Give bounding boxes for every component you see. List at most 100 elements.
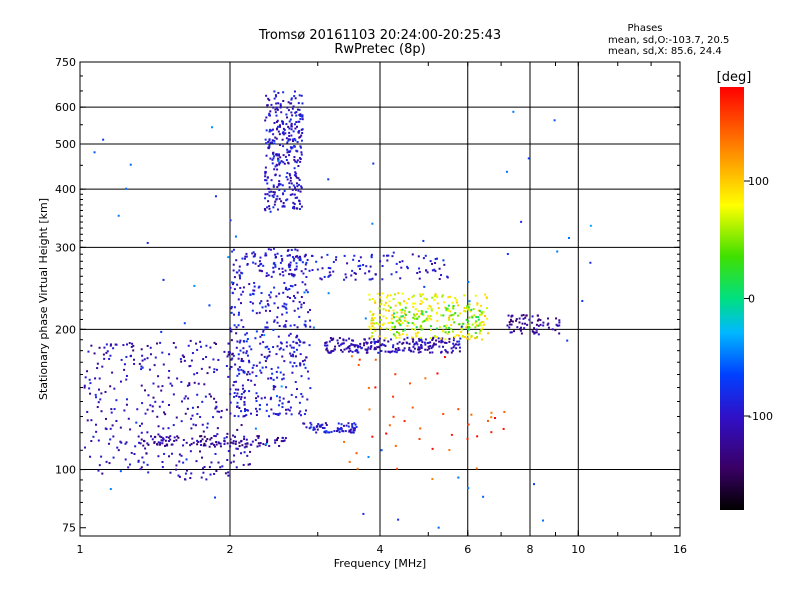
data-point: [294, 97, 297, 100]
data-point: [502, 427, 505, 430]
data-point: [370, 253, 373, 256]
data-point: [339, 428, 342, 431]
data-point: [226, 432, 229, 435]
data-point: [243, 400, 246, 403]
data-point: [96, 405, 99, 408]
data-point: [282, 373, 285, 376]
data-point: [322, 426, 325, 429]
data-point: [467, 423, 470, 426]
data-point: [139, 442, 142, 445]
data-point: [112, 347, 115, 350]
data-point: [240, 319, 243, 322]
data-point: [395, 351, 398, 354]
data-point: [287, 101, 290, 104]
data-point: [272, 196, 275, 199]
data-point: [282, 291, 285, 294]
data-point: [397, 347, 400, 350]
data-point: [274, 173, 277, 176]
data-point: [288, 266, 291, 269]
data-point: [326, 344, 329, 347]
data-point: [88, 387, 91, 390]
data-point: [357, 351, 360, 354]
data-point: [137, 460, 140, 463]
data-point: [372, 319, 375, 322]
phase-stats-heading: Phases: [627, 23, 662, 34]
data-point: [285, 307, 288, 310]
data-point: [283, 360, 286, 363]
data-point: [108, 462, 111, 465]
data-point: [287, 161, 290, 164]
data-point: [164, 439, 167, 442]
data-point: [273, 90, 276, 93]
data-point: [450, 328, 453, 331]
data-point: [537, 318, 540, 321]
data-point: [203, 442, 206, 445]
data-point: [233, 395, 236, 398]
data-point: [357, 265, 360, 268]
data-point: [281, 402, 284, 405]
data-point: [435, 339, 438, 342]
data-point: [179, 358, 182, 361]
data-point: [288, 127, 291, 130]
data-point: [277, 130, 280, 133]
data-point: [299, 255, 302, 258]
data-point: [434, 336, 437, 339]
data-point: [304, 263, 307, 266]
data-point: [434, 343, 437, 346]
data-point: [479, 330, 482, 333]
data-point: [203, 465, 206, 468]
data-point: [291, 146, 294, 149]
data-point: [348, 345, 351, 348]
data-point: [235, 447, 238, 450]
data-point: [279, 183, 282, 186]
data-point: [396, 467, 399, 470]
data-point: [245, 332, 248, 335]
data-point: [316, 428, 319, 431]
data-point: [294, 268, 297, 271]
data-point: [238, 341, 241, 344]
data-point: [266, 438, 269, 441]
data-point: [296, 196, 299, 199]
data-point: [213, 472, 216, 475]
data-point: [242, 286, 245, 289]
data-point: [298, 94, 301, 97]
data-point: [267, 274, 270, 277]
data-point: [268, 207, 271, 210]
data-point: [400, 266, 403, 269]
data-point: [282, 133, 285, 136]
data-point: [291, 365, 294, 368]
data-point: [342, 430, 345, 433]
data-point: [296, 207, 299, 210]
data-point: [395, 320, 398, 323]
data-point: [421, 327, 424, 330]
data-point: [281, 257, 284, 260]
data-point: [276, 436, 279, 439]
data-point: [401, 321, 404, 324]
data-point: [213, 341, 216, 344]
data-point: [95, 396, 98, 399]
data-point: [237, 353, 240, 356]
data-point: [205, 478, 208, 481]
data-point: [276, 345, 279, 348]
data-point: [558, 319, 561, 322]
data-point: [263, 334, 266, 337]
data-point: [288, 400, 291, 403]
data-point: [419, 427, 422, 430]
data-point: [257, 442, 260, 445]
data-point: [323, 427, 326, 430]
data-point: [98, 346, 101, 349]
data-point: [292, 201, 295, 204]
data-point: [295, 176, 298, 179]
data-point: [180, 454, 183, 457]
data-point: [235, 326, 238, 329]
data-point: [462, 322, 465, 325]
data-point: [397, 301, 400, 304]
data-point: [536, 314, 539, 317]
data-point: [272, 184, 275, 187]
data-point: [235, 394, 238, 397]
data-point: [390, 317, 393, 320]
data-point: [414, 308, 417, 311]
data-point: [301, 360, 304, 363]
data-point: [265, 357, 268, 360]
data-point: [265, 443, 268, 446]
